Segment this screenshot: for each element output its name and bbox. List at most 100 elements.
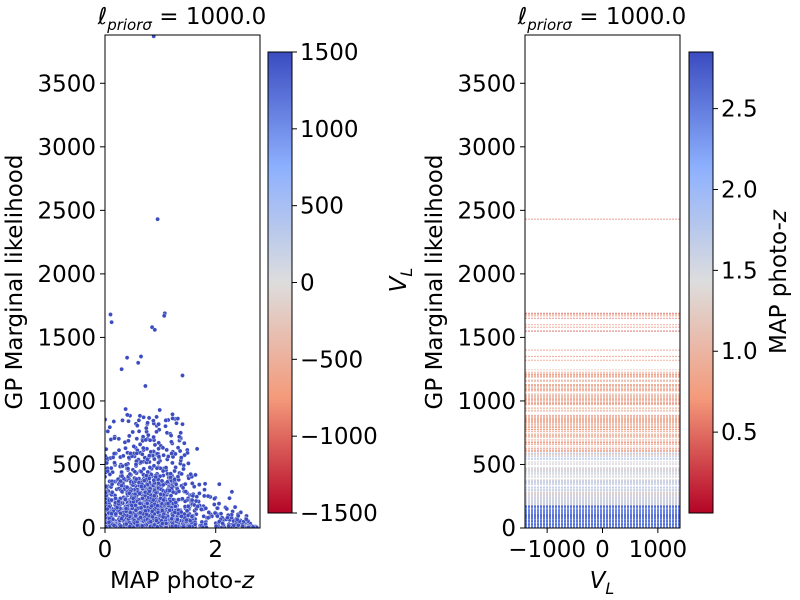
scatter-point	[119, 469, 124, 475]
scatter-point	[212, 510, 218, 516]
scatter-point	[156, 440, 161, 446]
scatter-point	[105, 506, 110, 512]
scatter-point	[168, 433, 174, 438]
scatter-point	[151, 463, 157, 469]
scatter-point	[119, 516, 124, 521]
scatter-point	[206, 510, 212, 515]
scatter-point	[180, 496, 185, 502]
scatter-point	[106, 519, 112, 525]
scatter-point	[183, 489, 188, 494]
scatter-point	[133, 476, 139, 482]
scatter-point	[113, 496, 118, 501]
left-x-axis-label: MAP photo-z	[110, 568, 255, 594]
scatter-point	[154, 518, 159, 523]
right-y-tick-label: 3000	[457, 135, 516, 161]
scatter-point	[176, 489, 182, 494]
scatter-point	[111, 419, 117, 424]
right-colorbar-label: MAP photo-z	[766, 209, 792, 354]
scatter-point	[127, 471, 133, 477]
scatter-point	[138, 469, 144, 474]
scatter-point	[215, 513, 220, 519]
scatter-point	[160, 468, 166, 474]
scatter-point	[232, 504, 238, 510]
scatter-point	[138, 459, 144, 465]
scatter-point	[175, 445, 181, 450]
scatter-point	[205, 515, 211, 521]
scatter-point	[140, 452, 145, 457]
right-y-tick-label: 1000	[457, 389, 516, 415]
scatter-point	[118, 478, 123, 484]
scatter-point	[220, 521, 225, 526]
scatter-point	[144, 425, 149, 431]
scatter-point	[123, 406, 128, 412]
right-y-axis-label: GP Marginal likelihood	[422, 155, 448, 410]
scatter-point	[173, 504, 178, 509]
scatter-point	[148, 449, 154, 455]
scatter-point	[149, 509, 155, 514]
scatter-point	[184, 517, 189, 523]
scatter-point	[145, 420, 150, 426]
right-x-tick-label: 1000	[629, 537, 688, 563]
scatter-point	[138, 515, 143, 520]
scatter-point	[185, 504, 191, 509]
scatter-point	[105, 524, 109, 528]
scatter-point	[105, 460, 109, 466]
scatter-point	[141, 445, 146, 451]
scatter-point	[111, 523, 117, 528]
scatter-point	[182, 440, 187, 446]
scatter-point	[154, 429, 159, 435]
right-x-axis-label: VL	[590, 568, 615, 598]
scatter-point	[139, 484, 144, 489]
scatter-point	[177, 448, 183, 454]
scatter-point	[215, 505, 220, 511]
scatter-point	[169, 516, 174, 522]
left-y-axis-label: GP Marginal likelihood	[2, 155, 28, 410]
scatter-point	[179, 471, 184, 477]
scatter-point	[156, 460, 161, 465]
scatter-point	[161, 497, 166, 503]
scatter-point	[205, 493, 211, 499]
scatter-point	[186, 461, 191, 466]
scatter-point	[119, 473, 125, 479]
scatter-point	[155, 510, 161, 515]
scatter-point	[109, 497, 114, 503]
scatter-point	[176, 434, 182, 439]
left-x-tick-label: 2	[208, 537, 223, 563]
scatter-point	[149, 503, 155, 509]
left-colorbar	[268, 52, 292, 513]
scatter-point	[144, 512, 149, 517]
right-y-axis: 0 500 1000 1500 2000 2500 3000 3500	[457, 71, 525, 542]
scatter-point	[107, 472, 113, 477]
scatter-point	[161, 452, 166, 458]
scatter-point	[168, 493, 174, 498]
left-colorbar-tick-label: 500	[300, 194, 344, 220]
scatter-point	[192, 522, 198, 527]
right-x-tick-label: −1000	[508, 537, 586, 563]
scatter-point	[201, 514, 206, 519]
right-y-tick-label: 0	[501, 516, 516, 542]
scatter-point	[193, 498, 199, 504]
scatter-point	[169, 451, 174, 456]
scatter-point	[124, 484, 130, 490]
scatter-point	[116, 436, 122, 442]
left-y-tick-label: 3000	[37, 135, 96, 161]
scatter-point	[169, 439, 174, 445]
scatter-point	[217, 481, 222, 487]
scatter-point	[123, 497, 128, 502]
scatter-point	[154, 414, 159, 420]
scatter-point	[128, 510, 133, 515]
scatter-point	[199, 507, 204, 512]
left-y-axis: 0 500 1000 1500 2000 2500 3000 3500	[37, 71, 105, 542]
scatter-point	[151, 493, 157, 499]
scatter-point	[179, 455, 184, 460]
scatter-point	[182, 452, 187, 458]
scatter-point	[151, 434, 156, 440]
left-y-tick-label: 1000	[37, 389, 96, 415]
scatter-point	[144, 501, 150, 506]
scatter-point	[107, 424, 113, 430]
scatter-point	[105, 468, 110, 474]
scatter-point	[120, 463, 125, 469]
scatter-point	[143, 383, 148, 389]
scatter-point	[147, 465, 153, 470]
